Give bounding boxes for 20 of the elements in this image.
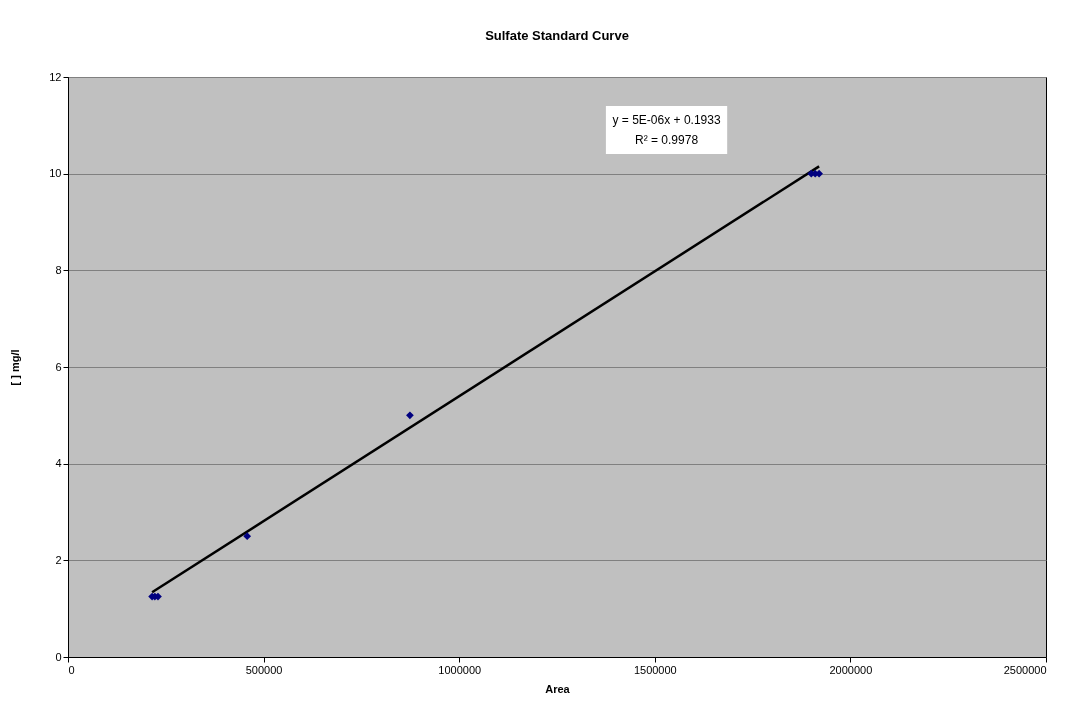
x-tick-label: 1000000 <box>438 663 482 676</box>
y-tick-label: 12 <box>49 70 62 83</box>
x-tick-label: 2500000 <box>1003 663 1047 676</box>
y-tick-label: 4 <box>55 457 62 470</box>
x-tick-label: 2000000 <box>829 663 873 676</box>
annotation: y = 5E-06x + 0.1933 <box>612 113 721 127</box>
y-tick-label: 8 <box>55 263 62 276</box>
y-tick-label: 0 <box>55 650 62 663</box>
x-tick-label: 1500000 <box>633 663 677 676</box>
y-tick-label: 10 <box>49 167 62 180</box>
y-tick-label: 6 <box>55 360 62 373</box>
x-tick-label: 500000 <box>245 663 283 676</box>
point <box>406 411 414 420</box>
chart-title: Sulfate Standard Curve <box>485 28 629 43</box>
annotation: R² = 0.9978 <box>635 133 699 147</box>
y-tick-label: 2 <box>55 553 62 566</box>
x-tick-label: 0 <box>68 663 75 676</box>
y-axis-title: [ ] mg/l <box>9 349 22 386</box>
point <box>243 532 252 541</box>
x-axis-title: Area <box>545 682 571 695</box>
